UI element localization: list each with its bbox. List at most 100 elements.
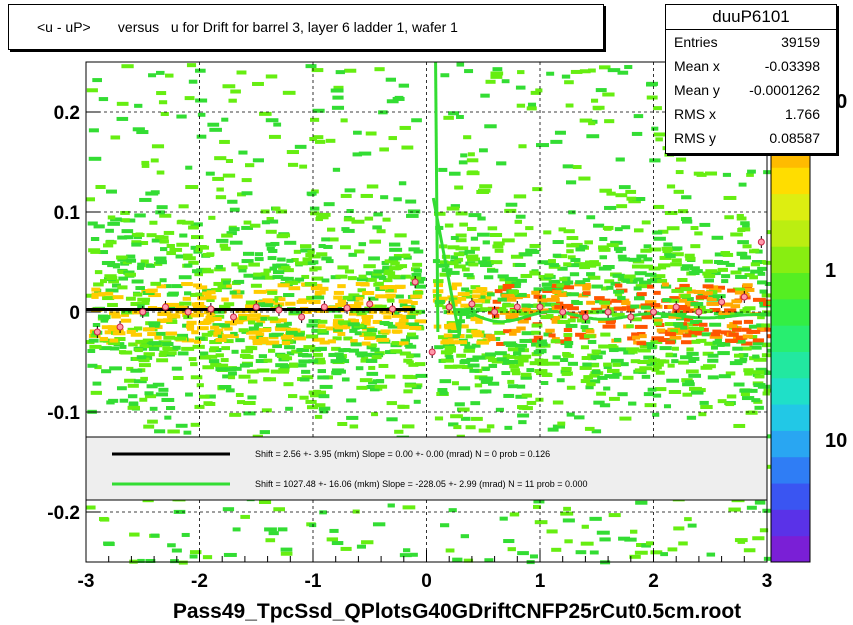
heatmap-cell: [764, 281, 774, 286]
heatmap-cell: [458, 160, 468, 165]
heatmap-cell: [362, 352, 372, 357]
heatmap-cell: [517, 358, 529, 363]
heatmap-cell: [289, 310, 302, 315]
heatmap-cell: [109, 366, 122, 371]
heatmap-cell: [757, 271, 766, 276]
heatmap-cell: [348, 311, 359, 316]
heatmap-cell: [484, 558, 494, 563]
heatmap-cell: [348, 252, 357, 257]
palette-swatch: [771, 219, 810, 247]
heatmap-cell: [482, 367, 490, 372]
palette-tick-label: 1: [825, 260, 836, 282]
heatmap-cell: [658, 278, 668, 283]
x-tick-label: -2: [191, 571, 208, 592]
heatmap-cell: [276, 234, 288, 239]
heatmap-cell: [557, 293, 568, 298]
heatmap-cell: [134, 103, 143, 108]
heatmap-cell: [738, 182, 747, 187]
heatmap-cell: [247, 346, 258, 351]
heatmap-cell: [691, 326, 704, 331]
heatmap-cell: [195, 248, 203, 253]
heatmap-cell: [321, 278, 330, 283]
heatmap-cell: [243, 220, 252, 225]
heatmap-cell: [222, 280, 231, 285]
palette-swatch: [771, 404, 810, 431]
heatmap-cell: [384, 374, 396, 379]
heatmap-cell: [286, 351, 295, 356]
heatmap-cell: [560, 511, 574, 516]
heatmap-cell: [178, 560, 188, 565]
heatmap-cell: [527, 303, 537, 308]
palette-swatch: [771, 351, 810, 379]
heatmap-cell: [120, 218, 130, 223]
heatmap-cell: [194, 272, 203, 277]
heatmap-cell: [693, 305, 706, 310]
heatmap-cell: [221, 334, 235, 339]
heatmap-cell: [579, 118, 593, 123]
heatmap-cell: [662, 298, 672, 303]
heatmap-cell: [518, 405, 529, 410]
heatmap-cell: [652, 274, 666, 279]
stats-label: RMS x: [674, 106, 716, 122]
heatmap-cell: [286, 150, 299, 155]
heatmap-cell: [410, 294, 423, 299]
heatmap-cell: [247, 320, 256, 325]
heatmap-cell: [575, 280, 586, 285]
heatmap-cell: [280, 547, 293, 552]
heatmap-cell: [300, 309, 312, 314]
heatmap-cell: [159, 213, 172, 218]
heatmap-cell: [243, 411, 256, 416]
heatmap-cell: [463, 273, 474, 278]
heatmap-cell: [185, 392, 193, 397]
heatmap-cell: [116, 101, 129, 106]
heatmap-cell: [144, 394, 157, 399]
heatmap-cell: [611, 312, 625, 317]
heatmap-cell: [630, 304, 640, 309]
heatmap-cell: [636, 254, 648, 259]
heatmap-cell: [112, 264, 120, 269]
heatmap-cell: [195, 98, 208, 103]
heatmap-cell: [306, 405, 318, 410]
heatmap-cell: [94, 365, 102, 370]
heatmap-cell: [720, 302, 733, 307]
heatmap-cell: [253, 300, 263, 305]
heatmap-cell: [139, 344, 153, 349]
heatmap-cell: [566, 249, 574, 254]
heatmap-cell: [399, 125, 411, 130]
heatmap-cell: [504, 425, 513, 430]
heatmap-cell: [599, 255, 608, 260]
heatmap-cell: [712, 340, 721, 345]
heatmap-cell: [146, 233, 157, 238]
heatmap-cell: [216, 238, 229, 243]
heatmap-cell: [267, 300, 276, 305]
heatmap-cell: [464, 69, 474, 74]
heatmap-cell: [566, 243, 580, 248]
heatmap-cell: [562, 164, 574, 169]
heatmap-cell: [352, 509, 360, 514]
heatmap-cell: [653, 318, 663, 323]
heatmap-cell: [411, 272, 422, 277]
heatmap-cell: [337, 369, 346, 374]
heatmap-cell: [127, 327, 139, 332]
heatmap-cell: [415, 373, 428, 378]
heatmap-cell: [450, 204, 460, 209]
heatmap-cell: [245, 300, 256, 305]
heatmap-cell: [733, 353, 744, 358]
profile-point: [740, 293, 748, 301]
heatmap-cell: [742, 307, 750, 312]
heatmap-cell: [202, 252, 214, 257]
heatmap-cell: [388, 242, 401, 247]
heatmap-cell: [173, 509, 186, 514]
heatmap-cell: [633, 114, 644, 119]
heatmap-cell: [293, 336, 307, 341]
heatmap-cell: [319, 510, 327, 515]
heatmap-cell: [595, 88, 607, 93]
heatmap-cell: [372, 271, 382, 276]
heatmap-cell: [319, 384, 333, 389]
heatmap-cell: [154, 335, 162, 340]
heatmap-cell: [302, 261, 316, 266]
heatmap-cell: [675, 170, 684, 175]
heatmap-cell: [653, 290, 661, 295]
heatmap-cell: [466, 158, 479, 163]
heatmap-cell: [355, 282, 369, 287]
